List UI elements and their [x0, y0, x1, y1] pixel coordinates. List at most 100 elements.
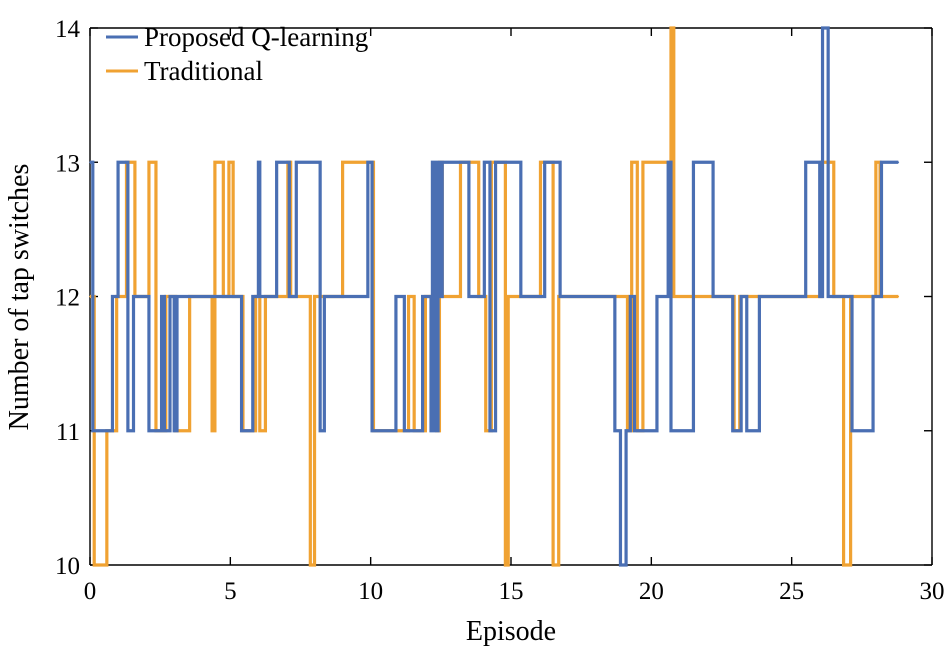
data-point-traditional	[865, 295, 867, 298]
data-point-traditional	[672, 295, 675, 298]
data-point-proposed-q-learning	[736, 429, 738, 432]
series-proposed-q-learning	[89, 26, 900, 567]
data-point-proposed-q-learning	[489, 429, 491, 432]
data-point-proposed-q-learning	[111, 295, 114, 298]
data-point-proposed-q-learning	[783, 295, 786, 298]
data-point-proposed-q-learning	[543, 161, 546, 164]
data-point-proposed-q-learning	[667, 161, 669, 164]
legend: Proposed Q-learning Traditional	[106, 22, 368, 86]
data-point-proposed-q-learning	[160, 295, 163, 298]
data-point-proposed-q-learning	[505, 161, 508, 164]
data-point-proposed-q-learning	[625, 429, 627, 432]
data-point-proposed-q-learning	[827, 295, 829, 298]
x-axis-title: Episode	[466, 616, 556, 647]
data-point-traditional	[897, 295, 900, 298]
data-point-traditional	[670, 27, 672, 29]
data-point-proposed-q-learning	[702, 161, 705, 164]
data-point-proposed-q-learning	[395, 295, 397, 298]
data-point-traditional	[211, 429, 213, 432]
x-tick-label: 15	[499, 578, 524, 605]
data-point-proposed-q-learning	[251, 295, 254, 298]
data-point-proposed-q-learning	[804, 161, 807, 164]
data-point-proposed-q-learning	[232, 295, 234, 298]
data-point-proposed-q-learning	[421, 295, 424, 298]
data-point-proposed-q-learning	[475, 295, 477, 298]
data-point-proposed-q-learning	[403, 429, 406, 432]
data-point-proposed-q-learning	[438, 295, 441, 298]
data-point-proposed-q-learning	[122, 161, 125, 164]
data-point-traditional	[407, 295, 410, 298]
data-point-proposed-q-learning	[494, 161, 497, 164]
data-point-proposed-q-learning	[163, 429, 166, 432]
data-point-proposed-q-learning	[880, 161, 883, 164]
data-point-proposed-q-learning	[431, 161, 434, 164]
y-tick-label: 14	[55, 16, 81, 43]
data-point-proposed-q-learning	[437, 161, 439, 164]
series-line-proposed-q-learning	[90, 26, 899, 567]
data-point-proposed-q-learning	[758, 295, 761, 298]
data-point-traditional	[346, 161, 348, 164]
data-point-proposed-q-learning	[295, 161, 298, 164]
y-axis-title: Number of tap switches	[4, 164, 35, 431]
x-axis-ticks: 0 5 10 15 20 25 30	[84, 28, 945, 605]
data-point-proposed-q-learning	[240, 429, 243, 432]
data-point-proposed-q-learning	[897, 161, 900, 164]
data-point-proposed-q-learning	[731, 429, 734, 432]
data-point-traditional	[444, 295, 446, 298]
data-point-proposed-q-learning	[284, 161, 286, 164]
data-point-proposed-q-learning	[92, 429, 94, 432]
data-point-proposed-q-learning	[832, 295, 835, 298]
data-point-proposed-q-learning	[176, 295, 178, 298]
x-tick-label: 20	[639, 578, 664, 605]
data-point-traditional	[214, 161, 216, 164]
data-point-proposed-q-learning	[257, 161, 260, 164]
data-point-traditional	[148, 161, 150, 164]
data-point-traditional	[504, 564, 507, 566]
data-point-proposed-q-learning	[288, 295, 291, 298]
data-point-proposed-q-learning	[527, 295, 529, 298]
data-point-proposed-q-learning	[656, 295, 658, 298]
data-point-proposed-q-learning	[275, 161, 278, 164]
data-point-proposed-q-learning	[411, 429, 414, 432]
data-point-traditional	[630, 161, 633, 164]
data-point-proposed-q-learning	[520, 295, 522, 298]
data-point-proposed-q-learning	[323, 295, 326, 298]
data-point-traditional	[361, 161, 364, 164]
data-point-traditional	[507, 295, 509, 298]
data-point-traditional	[810, 295, 813, 298]
data-point-traditional	[228, 161, 230, 164]
series-layer	[89, 26, 900, 567]
y-tick-label: 11	[56, 419, 80, 446]
x-tick-label: 25	[779, 578, 804, 605]
data-point-proposed-q-learning	[319, 429, 321, 432]
data-point-traditional	[484, 429, 487, 432]
data-point-proposed-q-learning	[712, 295, 714, 298]
data-point-traditional	[539, 161, 542, 164]
data-point-proposed-q-learning	[633, 429, 636, 432]
data-point-proposed-q-learning	[868, 429, 870, 432]
data-point-proposed-q-learning	[371, 429, 373, 432]
data-point-proposed-q-learning	[153, 429, 156, 432]
data-point-proposed-q-learning	[619, 564, 622, 566]
data-point-proposed-q-learning	[670, 429, 672, 432]
legend-label-proposed-q-learning: Proposed Q-learning	[144, 22, 368, 52]
data-point-proposed-q-learning	[692, 161, 695, 164]
data-point-proposed-q-learning	[872, 295, 874, 298]
data-point-proposed-q-learning	[132, 295, 135, 298]
data-point-traditional	[284, 295, 286, 298]
x-tick-label: 0	[84, 578, 97, 605]
data-point-proposed-q-learning	[483, 161, 486, 164]
data-point-proposed-q-learning	[661, 295, 664, 298]
data-point-proposed-q-learning	[821, 27, 824, 29]
data-point-traditional	[875, 161, 877, 164]
data-point-traditional	[678, 295, 681, 298]
data-point-proposed-q-learning	[148, 429, 150, 432]
data-point-proposed-q-learning	[127, 429, 129, 432]
data-point-proposed-q-learning	[720, 295, 723, 298]
y-tick-label: 12	[55, 285, 80, 312]
data-point-proposed-q-learning	[447, 161, 449, 164]
data-point-traditional	[341, 161, 344, 164]
data-point-proposed-q-learning	[390, 429, 393, 432]
data-point-proposed-q-learning	[614, 429, 616, 432]
